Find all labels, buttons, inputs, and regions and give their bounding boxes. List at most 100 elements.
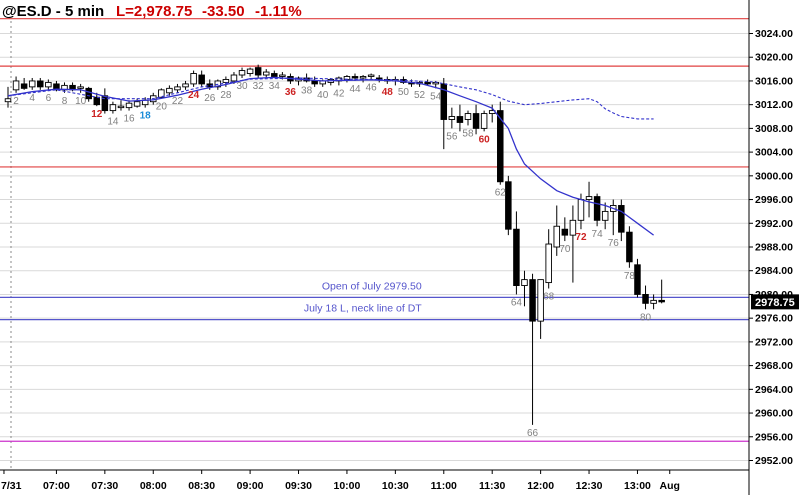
candle <box>634 258 641 298</box>
candle-body <box>634 264 641 295</box>
candle-body <box>12 80 20 91</box>
candle <box>472 104 480 135</box>
candle <box>537 279 544 339</box>
bar-number-label: 50 <box>398 87 410 98</box>
candle <box>246 67 254 77</box>
bar-number-label: 72 <box>575 232 587 243</box>
candle-body <box>480 113 488 129</box>
annotations: Open of July 2979.50 July 18 L, neck line… <box>304 280 422 314</box>
candle-body <box>174 86 181 91</box>
candle-body <box>279 74 286 77</box>
candle-body <box>440 83 448 120</box>
y-tick-label: 2952.00 <box>755 455 793 467</box>
candle-body <box>238 70 246 76</box>
bar-number-label: 42 <box>333 88 345 99</box>
candle-body <box>222 79 230 83</box>
candle-body <box>85 87 92 100</box>
candle-body <box>448 116 456 120</box>
candle-body <box>20 83 28 89</box>
candle-body <box>545 243 552 284</box>
candle-body <box>375 77 383 80</box>
bar-number-label: 14 <box>107 117 119 128</box>
y-tick-label: 2992.00 <box>755 218 793 230</box>
candle <box>593 193 601 227</box>
bar-number-label: 16 <box>123 114 135 125</box>
candle <box>93 92 101 107</box>
candle-body <box>472 113 480 129</box>
candle <box>650 294 657 310</box>
grid <box>0 21 749 470</box>
bar-number-label: 44 <box>349 84 361 95</box>
last-price-header: L=2,978.75 <box>116 3 192 20</box>
candle <box>480 110 488 132</box>
bar-number-label: 36 <box>285 87 297 98</box>
bar-number-label: 46 <box>366 82 378 93</box>
candle <box>109 101 117 114</box>
candle <box>456 104 464 132</box>
price-change-percent: -1.11% <box>255 3 302 20</box>
y-tick-label: 2996.00 <box>755 194 793 206</box>
bar-number-label: 48 <box>382 87 394 98</box>
candle-body <box>626 231 633 263</box>
candle <box>505 175 512 236</box>
candle-body <box>521 279 528 286</box>
bar-number-label: 52 <box>414 90 426 101</box>
y-tick-label: 3020.00 <box>755 52 793 64</box>
bar-number-label: 12 <box>91 109 103 120</box>
bar-number-label: 6 <box>46 93 52 104</box>
candle-body <box>650 299 657 304</box>
candle-body <box>505 181 512 230</box>
x-tick-label: 09:00 <box>237 480 264 492</box>
chart-header: @ES.D - 5 min L=2,978.75 -33.50 -1.11% <box>2 3 302 20</box>
candle <box>28 77 36 90</box>
candle <box>12 76 20 93</box>
bar-number-label: 2 <box>13 96 19 107</box>
candle <box>37 77 44 90</box>
candle-body <box>464 113 472 120</box>
candle <box>529 273 536 425</box>
candle-body <box>109 104 117 112</box>
x-tick-label: 12:30 <box>576 480 603 492</box>
last-price-tag <box>751 294 799 310</box>
x-tick-label: 11:00 <box>431 480 457 492</box>
y-tick-label: 2972.00 <box>755 336 793 348</box>
candle-body <box>158 89 165 98</box>
x-tick-label: 11:30 <box>479 480 505 492</box>
candle-body <box>182 83 189 88</box>
candle <box>561 217 569 242</box>
bar-number-label: 74 <box>592 229 604 240</box>
candle-body <box>262 71 270 76</box>
candle <box>424 79 431 86</box>
candle <box>262 69 270 78</box>
x-tick-label: 08:30 <box>188 480 215 492</box>
price-change: -33.50 <box>202 3 245 20</box>
bar-number-label: 8 <box>62 96 68 107</box>
candle <box>642 285 649 310</box>
candle-body <box>658 299 665 303</box>
candle <box>45 79 52 90</box>
candle-body <box>553 225 561 248</box>
bar-number-label: 34 <box>269 81 281 92</box>
candle-body <box>529 279 536 322</box>
candle-body <box>28 80 36 88</box>
bar-number-label: 32 <box>253 81 265 92</box>
candle-body <box>456 116 464 123</box>
chart-annotation: July 18 L, neck line of DT <box>304 303 422 315</box>
last-price-tag-label: 2978.75 <box>755 297 795 309</box>
candle-body <box>230 74 238 82</box>
x-tick-label: 10:30 <box>382 480 409 492</box>
bar-number-label: 30 <box>236 81 248 92</box>
chart-annotation: Open of July 2979.50 <box>322 280 422 292</box>
bar-number-label: 10 <box>75 96 87 107</box>
bar-number-label: 66 <box>527 428 539 439</box>
candle <box>101 88 109 114</box>
y-tick-label: 3000.00 <box>755 170 793 182</box>
candle <box>553 205 561 256</box>
bar-number-label: 26 <box>204 93 216 104</box>
y-tick-label: 3008.00 <box>755 123 793 135</box>
x-tick-label: 12:00 <box>527 480 554 492</box>
candle-body <box>45 81 52 88</box>
candle-body <box>93 96 101 106</box>
